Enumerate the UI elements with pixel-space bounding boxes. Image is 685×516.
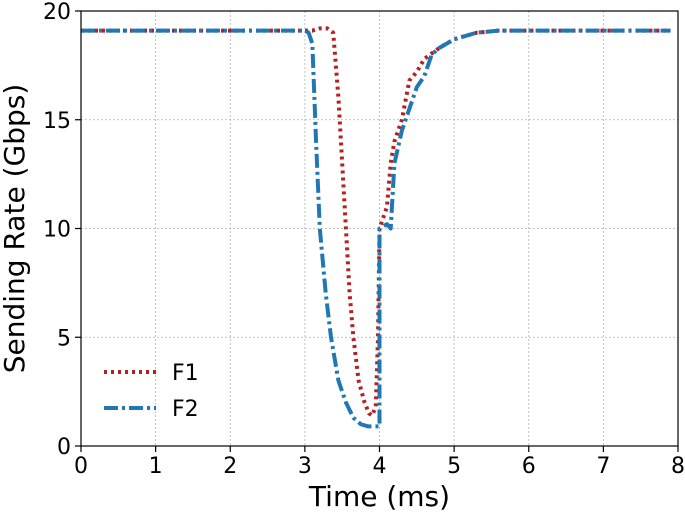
x-tick-label: 0 [74,454,88,479]
legend-label-f2: F2 [172,397,199,422]
y-tick-label: 20 [43,0,71,25]
x-tick-label: 1 [149,454,163,479]
x-tick-label: 6 [522,454,536,479]
x-tick-label: 8 [671,454,685,479]
series-lines [81,26,671,429]
y-tick-label: 10 [43,218,71,243]
y-tick-label: 15 [43,109,71,134]
y-axis-label: Sending Rate (Gbps) [0,84,31,374]
x-tick-label: 2 [223,454,237,479]
legend-label-f1: F1 [172,361,199,386]
x-axis-label: Time (ms) [308,480,450,513]
x-tick-label: 4 [373,454,387,479]
y-tick-label: 5 [57,326,71,351]
x-tick-label: 5 [447,454,461,479]
series-line-f1 [81,26,671,418]
x-tick-label: 3 [298,454,312,479]
x-tick-label: 7 [596,454,610,479]
y-tick-label: 0 [57,435,71,460]
series-line-f2 [81,28,671,429]
ticks: 0 1 2 3 4 5 6 7 8 0 5 10 15 20 [43,0,685,479]
